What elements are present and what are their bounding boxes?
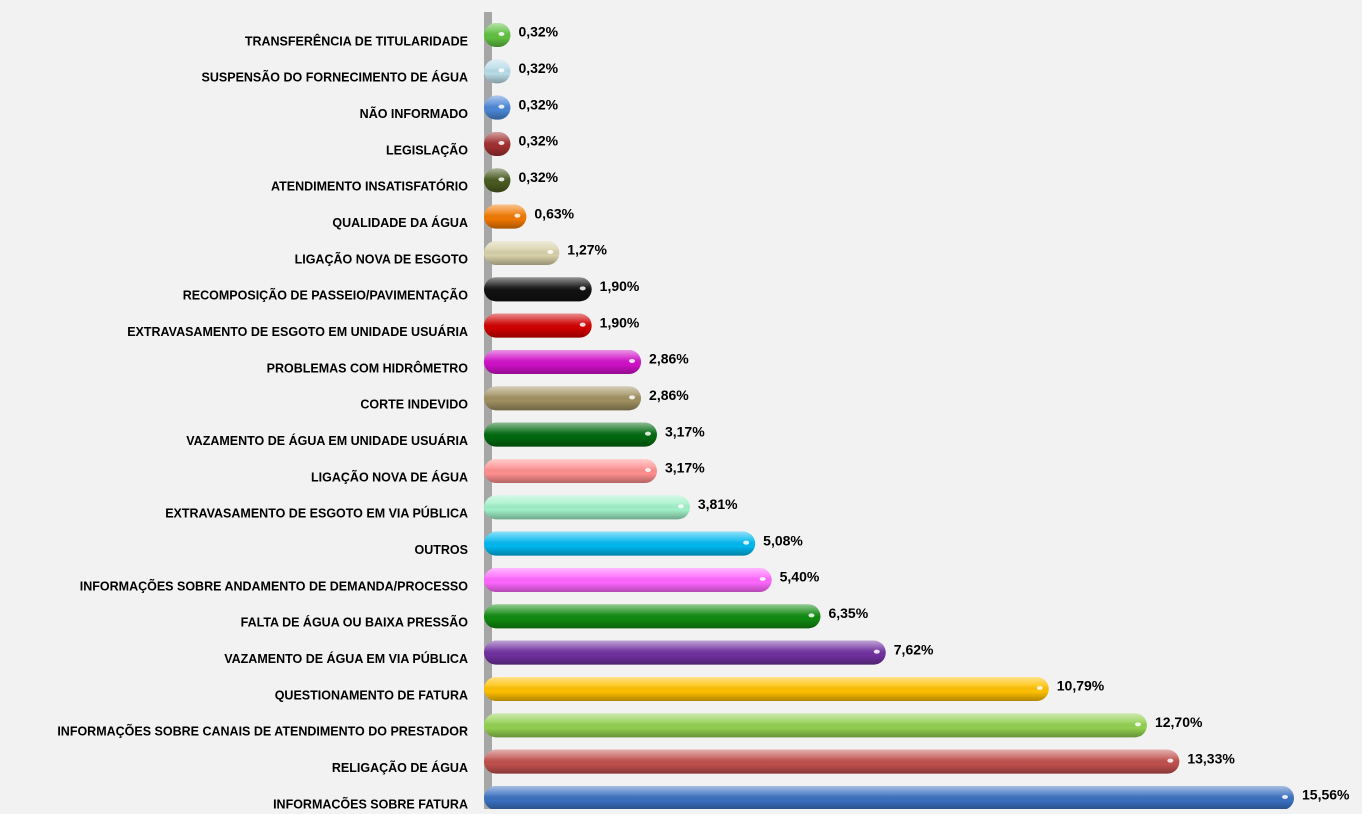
category-label: TRANSFERÊNCIA DE TITULARIDADE [245, 33, 468, 48]
category-label: PROBLEMAS COM HIDRÔMETRO [267, 360, 469, 375]
category-label: OUTROS [415, 543, 468, 557]
value-label: 3,17% [665, 460, 705, 476]
bar-highlight [1167, 758, 1174, 763]
value-label: 0,32% [518, 24, 558, 40]
bar-highlight [1036, 686, 1043, 690]
category-label: FALTA DE ÁGUA OU BAIXA PRESSÃO [241, 615, 469, 630]
bar-highlight [759, 577, 766, 581]
value-label: 5,08% [763, 532, 803, 548]
bar-highlight [1134, 722, 1141, 727]
bar-highlight [644, 431, 651, 436]
bar-highlight [498, 141, 505, 145]
bar-highlight [873, 649, 880, 654]
bar-highlight [498, 177, 505, 182]
bar-shine [484, 422, 657, 447]
value-label: 7,62% [894, 641, 934, 657]
axis-wall [484, 12, 492, 809]
category-label: CORTE INDEVIDO [360, 398, 468, 412]
bar-shine [484, 713, 1147, 738]
bar-highlight [629, 395, 636, 400]
value-label: 2,86% [649, 351, 689, 367]
bar-shine [484, 241, 560, 265]
bar-shine [484, 531, 756, 556]
bar-highlight [743, 540, 750, 545]
bar-highlight [677, 504, 684, 509]
bar-shine [484, 640, 886, 665]
bar-highlight [644, 468, 651, 472]
value-label: 10,79% [1057, 678, 1105, 694]
bar-shine [484, 386, 642, 411]
bar-highlight [514, 213, 521, 218]
category-label: RELIGAÇÃO DE ÁGUA [332, 760, 468, 775]
value-label: 1,90% [600, 278, 640, 294]
bar-highlight [808, 613, 815, 618]
value-label: 13,33% [1187, 750, 1235, 766]
category-label: QUESTIONAMENTO DE FATURA [275, 688, 468, 702]
value-label: 12,70% [1155, 714, 1203, 730]
bar-shine [484, 350, 642, 374]
category-label: INFORMAÇÕES SOBRE ANDAMENTO DE DEMANDA/P… [80, 578, 468, 593]
bar-shine [484, 568, 772, 592]
value-label: 0,32% [518, 60, 558, 76]
bar-shine [484, 23, 511, 47]
value-label: 2,86% [649, 387, 689, 403]
category-label: QUALIDADE DA ÁGUA [332, 215, 468, 230]
category-label: LEGISLAÇÃO [386, 142, 468, 157]
category-label: EXTRAVASAMENTO DE ESGOTO EM UNIDADE USUÁ… [127, 324, 468, 339]
value-label: 0,63% [534, 205, 574, 221]
category-label: VAZAMENTO DE ÁGUA EM UNIDADE USUÁRIA [186, 433, 468, 448]
value-label: 1,90% [600, 314, 640, 330]
bar-shine [484, 495, 690, 520]
bar-highlight [1282, 795, 1288, 799]
bar-shine [484, 204, 527, 229]
value-label: 0,32% [518, 133, 558, 149]
category-label: SUSPENSÃO DO FORNECIMENTO DE ÁGUA [202, 70, 468, 85]
bar-shine [484, 277, 592, 302]
bar-shine [484, 604, 821, 629]
bar-highlight [498, 104, 505, 109]
bar-highlight [498, 32, 505, 36]
category-label: NÃO INFORMADO [360, 106, 469, 121]
bar-highlight [498, 68, 505, 73]
bar-shine [484, 677, 1049, 701]
bar-shine [484, 786, 1294, 810]
value-label: 6,35% [828, 605, 868, 621]
value-label: 0,32% [518, 96, 558, 112]
bar-highlight [629, 359, 636, 363]
category-label: INFORMAÇÕES SOBRE FATURA [273, 796, 468, 809]
value-label: 3,17% [665, 423, 705, 439]
category-label: LIGAÇÃO NOVA DE ÁGUA [311, 469, 468, 484]
category-label: VAZAMENTO DE ÁGUA EM VIA PÚBLICA [224, 651, 468, 666]
bar-shine [484, 749, 1180, 774]
category-label: LIGAÇÃO NOVA DE ESGOTO [295, 251, 469, 266]
bar-highlight [579, 322, 586, 327]
bar-shine [484, 313, 592, 338]
bar-shine [484, 459, 657, 483]
value-label: 0,32% [518, 169, 558, 185]
value-label: 1,27% [567, 242, 607, 258]
value-label: 5,40% [780, 569, 820, 585]
bar-shine [484, 95, 511, 120]
category-label: INFORMAÇÕES SOBRE CANAIS DE ATENDIMENTO … [57, 724, 468, 739]
category-label: RECOMPOSIÇÃO DE PASSEIO/PAVIMENTAÇÃO [183, 288, 468, 303]
bar-shine [484, 168, 511, 193]
bar-highlight [547, 250, 554, 254]
bar-shine [484, 132, 511, 156]
bar-highlight [579, 286, 586, 291]
value-label: 3,81% [698, 496, 738, 512]
category-label: EXTRAVASAMENTO DE ESGOTO EM VIA PÚBLICA [165, 506, 468, 521]
category-label: ATENDIMENTO INSATISFATÓRIO [271, 179, 468, 194]
bar-shine [484, 59, 511, 84]
value-label: 15,56% [1302, 787, 1350, 803]
